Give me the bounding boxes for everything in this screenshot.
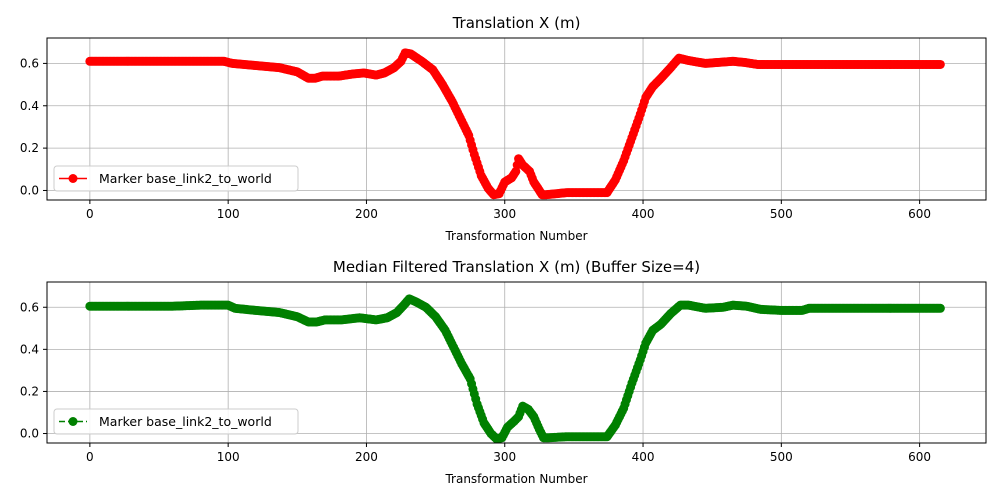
x-tick-label: 300 <box>493 207 516 221</box>
y-tick-label: 0.4 <box>20 342 39 356</box>
y-tick-label: 0.2 <box>20 384 39 398</box>
x-tick-label: 200 <box>355 207 378 221</box>
legend-box <box>53 165 299 192</box>
plot-frame <box>46 37 987 201</box>
legend-label: Marker base_link2_to_world <box>99 414 272 429</box>
chart-panel-2: 0 100 200 300 400 500 600 0.0 0.2 0.4 0.6 Median Fi… <box>20 258 987 486</box>
y-tick-label: 0.0 <box>20 183 39 197</box>
x-tick-label: 100 <box>217 207 240 221</box>
x-tick-label: 400 <box>632 450 655 464</box>
legend-box <box>53 408 299 435</box>
x-tick-label: 100 <box>217 450 240 464</box>
x-axis-label: Transformation Number <box>444 472 587 486</box>
chart-panel-1: 0 100 200 300 400 500 600 0.0 0.2 0.4 0.6 Translati… <box>20 14 987 243</box>
series-markers <box>85 48 945 200</box>
x-tick-label: 400 <box>632 207 655 221</box>
legend: Marker base_link2_to_world <box>53 165 299 192</box>
y-tick-label: 0.4 <box>20 99 39 113</box>
series-markers <box>85 294 945 444</box>
x-tick-label: 0 <box>86 450 94 464</box>
x-tick-label: 500 <box>770 207 793 221</box>
data-point <box>935 59 945 69</box>
y-tick-label: 0.6 <box>20 56 39 70</box>
x-tick-label: 200 <box>355 450 378 464</box>
y-tick-label: 0.6 <box>20 300 39 314</box>
legend-marker <box>68 174 78 183</box>
legend: Marker base_link2_to_world <box>53 408 299 435</box>
data-point <box>935 303 945 313</box>
x-tick-label: 600 <box>908 450 931 464</box>
x-tick-label: 600 <box>908 207 931 221</box>
plot-frame <box>46 281 987 444</box>
chart-title: Translation X (m) <box>452 14 581 32</box>
legend-label: Marker base_link2_to_world <box>99 171 272 186</box>
legend-marker <box>68 417 78 426</box>
x-tick-label: 300 <box>493 450 516 464</box>
x-axis-label: Transformation Number <box>444 229 587 243</box>
x-tick-label: 500 <box>770 450 793 464</box>
chart-title: Median Filtered Translation X (m) (Buffe… <box>333 258 700 276</box>
y-tick-label: 0.0 <box>20 427 39 441</box>
x-tick-label: 0 <box>86 207 94 221</box>
y-tick-label: 0.2 <box>20 141 39 155</box>
